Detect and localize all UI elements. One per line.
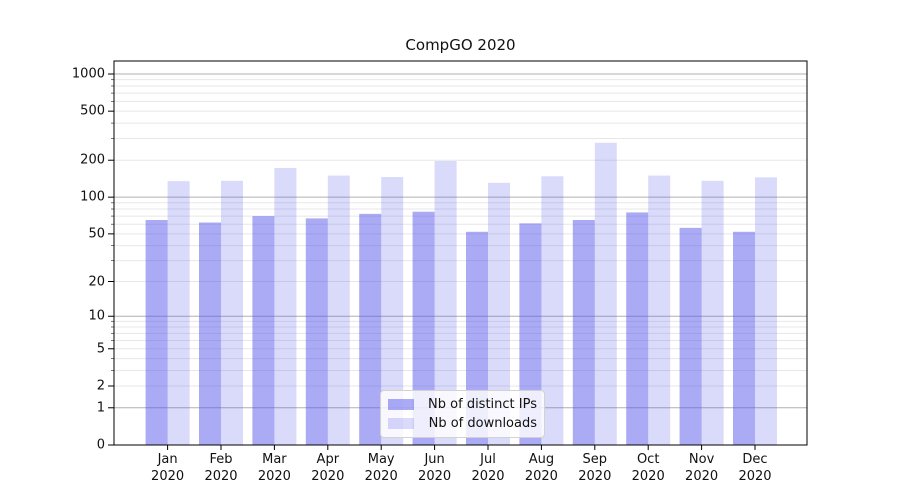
plot-border: [113, 60, 808, 446]
y-tick-label-2: 2: [96, 378, 105, 394]
x-tick-label-oct: Oct 2020: [631, 452, 665, 484]
bar-distinct-ips-aug: [519, 223, 542, 445]
bar-downloads-may: [381, 177, 404, 445]
bar-downloads-sep: [594, 142, 617, 445]
bar-distinct-ips-jun: [412, 211, 435, 445]
bar-distinct-ips-sep: [572, 220, 595, 445]
y-tick-label-1: 1: [96, 400, 105, 416]
bar-distinct-ips-apr: [305, 218, 328, 445]
bar-distinct-ips-nov: [679, 227, 702, 445]
x-tick-label-feb: Feb 2020: [204, 452, 238, 484]
y-tick-label-1000: 1000: [71, 66, 105, 82]
x-tick-label-nov: Nov 2020: [685, 452, 719, 484]
bar-distinct-ips-mar: [252, 216, 275, 445]
x-tick-label-mar: Mar 2020: [257, 452, 291, 484]
bar-distinct-ips-dec: [733, 231, 755, 445]
y-tick-label-50: 50: [88, 226, 105, 242]
y-tick-label-0: 0: [96, 437, 105, 453]
legend-label-downloads: Nb of downloads: [428, 416, 537, 431]
y-tick-label-5: 5: [96, 341, 105, 357]
bar-downloads-mar: [274, 167, 297, 445]
y-tick-label-100: 100: [80, 189, 105, 205]
bar-downloads-aug: [541, 176, 564, 445]
y-tick-label-20: 20: [88, 274, 105, 289]
bar-downloads-nov: [701, 180, 724, 445]
bar-downloads-dec: [755, 177, 777, 446]
bar-downloads-apr: [327, 175, 350, 445]
x-tick-label-dec: Dec 2020: [738, 452, 772, 484]
legend-item-distinct-ips: Nb of distinct IPs: [388, 397, 537, 412]
x-tick-label-may: May 2020: [364, 452, 398, 484]
bar-distinct-ips-feb: [199, 222, 221, 445]
y-tick-label-500: 500: [80, 103, 105, 119]
bar-downloads-jan: [167, 181, 190, 445]
legend-swatch-distinct-ips: [388, 399, 414, 410]
bar-downloads-feb: [221, 180, 243, 445]
y-tick-label-10: 10: [88, 308, 105, 324]
bar-downloads-jun: [434, 161, 457, 446]
legend: Nb of distinct IPs Nb of downloads: [380, 390, 545, 438]
chart-title: CompGO 2020: [405, 36, 516, 54]
bar-distinct-ips-may: [359, 213, 382, 445]
y-tick-label-200: 200: [80, 152, 105, 168]
legend-item-downloads: Nb of downloads: [388, 416, 537, 431]
bar-distinct-ips-oct: [626, 212, 649, 445]
bar-downloads-oct: [648, 175, 671, 445]
bar-downloads-jul: [488, 182, 510, 446]
x-tick-label-jan: Jan 2020: [151, 452, 185, 484]
legend-label-distinct-ips: Nb of distinct IPs: [428, 397, 537, 412]
bar-distinct-ips-jan: [145, 220, 168, 445]
legend-swatch-downloads: [388, 418, 414, 429]
x-tick-label-sep: Sep 2020: [578, 452, 612, 484]
x-tick-label-aug: Aug 2020: [524, 452, 558, 484]
x-tick-label-apr: Apr 2020: [311, 452, 345, 484]
x-tick-label-jul: Jul 2020: [471, 452, 505, 484]
x-tick-label-jun: Jun 2020: [418, 452, 452, 484]
